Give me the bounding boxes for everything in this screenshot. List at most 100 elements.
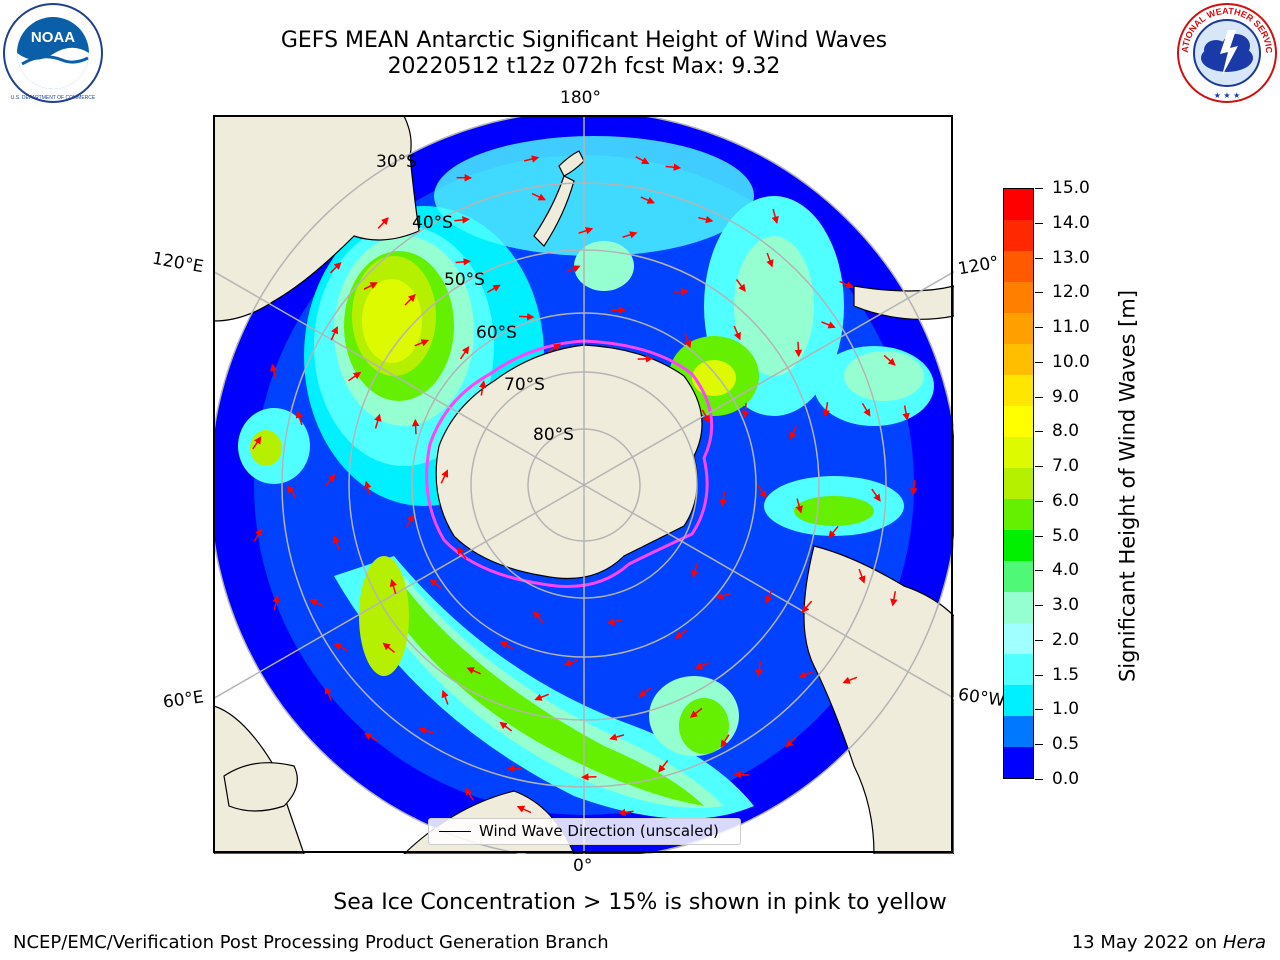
wave-arrow [547, 343, 562, 353]
wave-arrow [638, 687, 652, 698]
colorbar-tick [1035, 257, 1043, 259]
wave-arrow [414, 339, 429, 347]
wave-arrow [789, 425, 797, 440]
colorbar-tick [1035, 535, 1043, 537]
wave-arrow [785, 736, 797, 748]
colorbar-tick-label: 6.0 [1052, 490, 1080, 511]
colorbar-tick-label: 0.5 [1052, 734, 1080, 755]
colorbar-segment [1004, 220, 1033, 251]
wave-arrow [741, 402, 750, 419]
colorbar-tick-label: 1.0 [1052, 699, 1080, 720]
wave-arrow [622, 231, 638, 239]
colorbar-tick [1035, 639, 1043, 641]
wave-arrow [404, 293, 416, 306]
svg-text:U.S. DEPARTMENT OF COMMERCE: U.S. DEPARTMENT OF COMMERCE [11, 95, 96, 101]
wave-arrow [698, 215, 714, 224]
wave-arrow [411, 418, 420, 435]
colorbar-tick [1035, 188, 1043, 189]
noaa-logo: NOAA U.S. DEPARTMENT OF COMMERCE [3, 3, 103, 103]
colorbar-label: Significant Height of Wind Waves [m] [1115, 289, 1140, 683]
colorbar-tick-label: 3.0 [1052, 595, 1080, 616]
wave-arrow [701, 409, 711, 424]
lon-label-180: 180° [560, 88, 601, 108]
colorbar-tick-label: 8.0 [1052, 421, 1080, 442]
wave-arrow [272, 594, 280, 611]
wave-arrow [794, 341, 803, 358]
credit-text: NCEP/EMC/Verification Post Processing Pr… [13, 932, 609, 953]
wave-arrow [333, 643, 348, 652]
wave-arrow [715, 592, 731, 600]
wave-arrow [533, 610, 544, 624]
wave-arrow [534, 693, 549, 701]
lat-label-50s: 50°S [444, 270, 485, 290]
colorbar-tick-label: 14.0 [1052, 212, 1090, 233]
colorbar-segment [1004, 282, 1033, 313]
wave-arrow [673, 287, 689, 296]
wave-arrow [755, 661, 763, 678]
colorbar-tick [1035, 500, 1043, 502]
wave-arrow [828, 525, 839, 539]
polar-map [214, 116, 954, 854]
wave-arrow [578, 227, 594, 235]
colorbar-tick-label: 2.0 [1052, 629, 1080, 650]
wave-arrow [374, 413, 382, 429]
wave-arrow [910, 479, 918, 496]
wave-arrow [418, 727, 434, 735]
colorbar-segment [1004, 406, 1033, 437]
wave-arrow [466, 667, 481, 675]
wave-arrow [440, 469, 449, 484]
wave-arrow [733, 770, 750, 779]
wave-arrow [252, 436, 262, 450]
wave-arrow [364, 480, 372, 496]
colorbar-tick [1035, 709, 1043, 711]
lat-label-40s: 40°S [412, 213, 453, 233]
wave-arrow [486, 284, 501, 294]
wave-arrow [441, 689, 449, 705]
colorbar-segment [1004, 375, 1033, 406]
wave-arrow [456, 546, 467, 560]
lat-label-60s: 60°S [476, 323, 517, 343]
wave-arrow [871, 488, 881, 502]
machine-name: Hera [1222, 932, 1266, 953]
wave-arrow [640, 196, 655, 204]
wave-arrow [382, 642, 396, 653]
wave-arrow [822, 402, 830, 418]
map-legend: Wind Wave Direction (unscaled) [428, 818, 741, 845]
colorbar-tick-label: 10.0 [1052, 351, 1090, 372]
date-text: 13 May 2022 on Hera [1071, 932, 1266, 953]
colorbar-segment [1004, 189, 1033, 220]
lat-label-70s: 70°S [504, 375, 545, 395]
colorbar-segment [1004, 623, 1033, 654]
wave-arrow [295, 410, 303, 426]
wave-arrow [332, 535, 341, 551]
wave-arrow [902, 405, 910, 421]
wave-arrow [518, 313, 535, 321]
nws-logo: NATIONAL WEATHER SERVICE ★ ★ ★ [1176, 2, 1277, 103]
lat-label-30s: 30°S [376, 152, 417, 172]
wave-arrow [324, 473, 336, 487]
wave-arrow [684, 333, 692, 349]
wave-arrow [609, 733, 625, 741]
wave-arrow [465, 787, 475, 801]
wave-arrow [689, 707, 703, 718]
colorbar-tick [1035, 779, 1043, 780]
colorbar-segment [1004, 437, 1033, 468]
colorbar-tick [1035, 744, 1043, 746]
wave-arrow [389, 578, 397, 595]
lon-label-120e: 120°E [150, 248, 206, 278]
colorbar-tick [1035, 605, 1043, 607]
colorbar-tick-label: 7.0 [1052, 456, 1080, 477]
colorbar-tick-label: 1.5 [1052, 664, 1080, 685]
land [214, 116, 954, 854]
wave-arrow [858, 568, 866, 584]
colorbar-segment [1004, 716, 1033, 747]
noaa-logo-text: NOAA [31, 29, 75, 46]
colorbar [1003, 188, 1034, 779]
colorbar-tick-label: 5.0 [1052, 525, 1080, 546]
colorbar-tick [1035, 396, 1043, 398]
colorbar-segment [1004, 499, 1033, 530]
wave-arrow [821, 321, 836, 329]
wave-arrow [798, 671, 813, 679]
wave-arrow [842, 676, 858, 684]
wave-arrow [364, 732, 378, 742]
